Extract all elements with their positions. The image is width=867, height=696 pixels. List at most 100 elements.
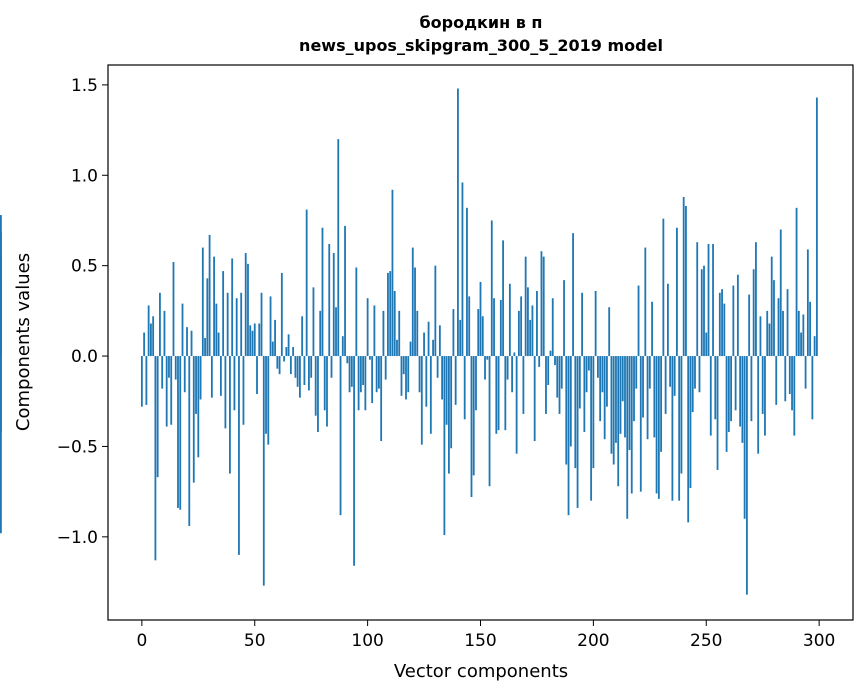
bar	[242, 356, 245, 425]
bar	[533, 356, 536, 442]
bar	[630, 356, 633, 494]
bar	[705, 332, 708, 357]
bar	[457, 88, 459, 357]
bar	[183, 356, 186, 393]
bar	[346, 356, 349, 364]
bar	[219, 356, 222, 396]
bar	[687, 356, 690, 523]
bar	[287, 334, 290, 357]
bar	[610, 356, 613, 454]
bar	[445, 356, 448, 425]
bar	[813, 336, 816, 357]
bar	[671, 356, 674, 501]
bar	[520, 296, 523, 357]
bar	[210, 356, 213, 398]
y-axis-label: Components values	[13, 253, 34, 431]
bar	[140, 356, 143, 407]
bar	[522, 356, 525, 414]
bar	[251, 330, 254, 357]
bar	[416, 310, 419, 357]
bar	[375, 356, 378, 393]
bar	[407, 356, 410, 393]
bar	[269, 296, 272, 357]
bar	[470, 356, 473, 498]
bar	[727, 356, 730, 432]
bar	[192, 356, 195, 483]
bar	[734, 356, 737, 411]
bar	[276, 356, 279, 369]
bar	[420, 356, 423, 445]
bar	[186, 327, 188, 357]
bar	[468, 296, 471, 357]
bar	[262, 356, 265, 586]
bar	[761, 356, 764, 414]
bar	[466, 207, 468, 357]
bar	[707, 243, 710, 357]
bar	[606, 356, 608, 407]
bar	[703, 265, 705, 357]
bar	[353, 356, 355, 566]
bar	[319, 310, 322, 357]
bar	[303, 356, 306, 385]
chart-title-line-1: бородкин в п	[420, 13, 543, 32]
bar	[678, 356, 681, 501]
bar	[174, 356, 177, 380]
bar	[362, 356, 365, 385]
bar	[773, 280, 775, 357]
bar	[791, 356, 793, 411]
bar	[312, 287, 315, 357]
bar	[400, 356, 403, 396]
bar	[289, 356, 292, 375]
bar	[179, 356, 182, 510]
bar	[168, 356, 170, 378]
bar	[515, 356, 518, 454]
bar	[682, 196, 685, 357]
bar	[452, 309, 455, 357]
bar	[409, 341, 412, 357]
bar	[529, 319, 532, 357]
bar	[271, 341, 274, 357]
bar	[328, 243, 331, 357]
bar	[384, 356, 387, 380]
bar	[258, 323, 261, 357]
bar	[721, 289, 723, 357]
bar	[235, 298, 238, 357]
bar	[531, 305, 534, 357]
bar	[447, 356, 450, 474]
bar	[201, 247, 204, 357]
bar	[301, 316, 304, 357]
bar	[368, 356, 371, 360]
plot-frame	[107, 64, 854, 621]
x-tick-label: 0	[136, 631, 147, 651]
y-tick-label: −1.0	[57, 528, 98, 548]
x-tick-label: 300	[803, 631, 835, 651]
bar	[587, 356, 590, 371]
bar	[608, 307, 611, 357]
bar	[256, 356, 258, 395]
bar	[635, 356, 638, 389]
bar	[648, 356, 651, 389]
bar	[314, 356, 317, 416]
bar	[508, 283, 511, 357]
bar	[249, 325, 252, 357]
bar	[804, 356, 807, 389]
bar	[233, 356, 236, 411]
bar	[802, 314, 805, 357]
bar	[339, 356, 342, 516]
bar	[398, 310, 401, 357]
bar	[766, 310, 769, 357]
bar	[364, 356, 367, 411]
bar	[601, 356, 604, 393]
bar	[723, 303, 726, 357]
bar	[736, 274, 739, 357]
bar	[497, 356, 500, 431]
bar	[563, 280, 565, 357]
bar	[795, 207, 798, 357]
bar	[425, 356, 428, 407]
bar	[558, 356, 561, 414]
bar	[396, 339, 398, 357]
bar	[628, 356, 631, 451]
bar	[768, 323, 771, 357]
bar	[594, 290, 597, 357]
bar	[418, 356, 421, 393]
